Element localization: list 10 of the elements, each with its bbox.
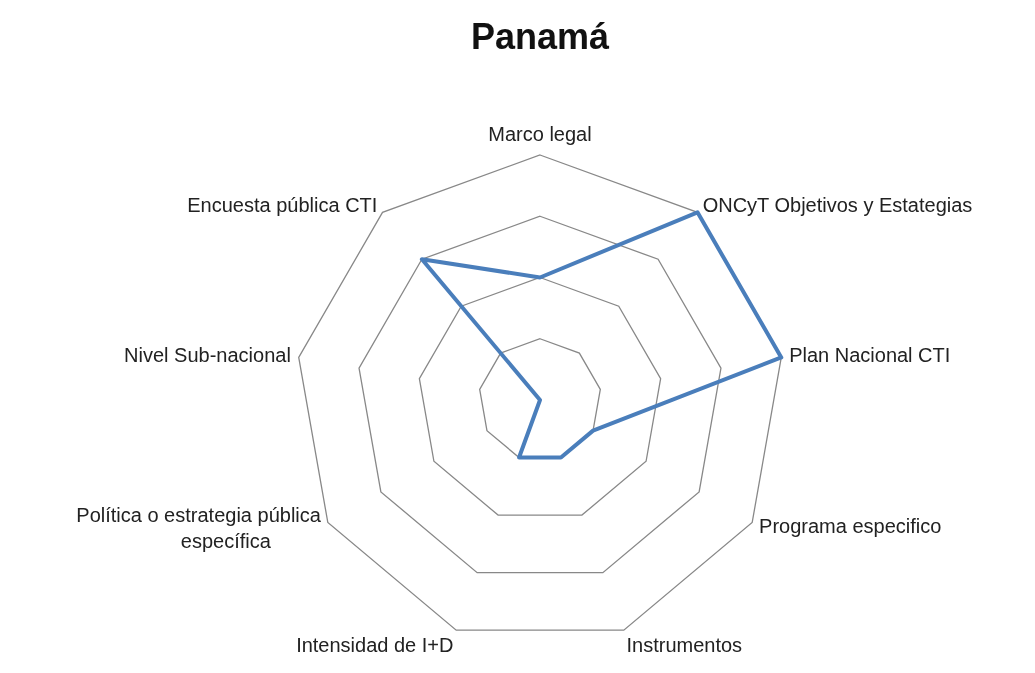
spoke-label: Política o estrategia pública específica (76, 503, 322, 552)
spoke-label: Marco legal (488, 123, 592, 145)
spoke-label: Instrumentos (626, 633, 743, 656)
spoke-label: ONCyT Objetivos y Estategias (702, 194, 973, 217)
spoke-label: Programa especifico (759, 514, 942, 537)
chart-title: Panamá (469, 16, 611, 58)
spoke-label: Plan Nacional CTI (789, 344, 951, 367)
spoke-label: Encuesta pública CTI (187, 194, 378, 217)
spoke-label: Nivel Sub-nacional (124, 344, 291, 367)
spoke-label: Intensidad de I+D (296, 633, 454, 656)
